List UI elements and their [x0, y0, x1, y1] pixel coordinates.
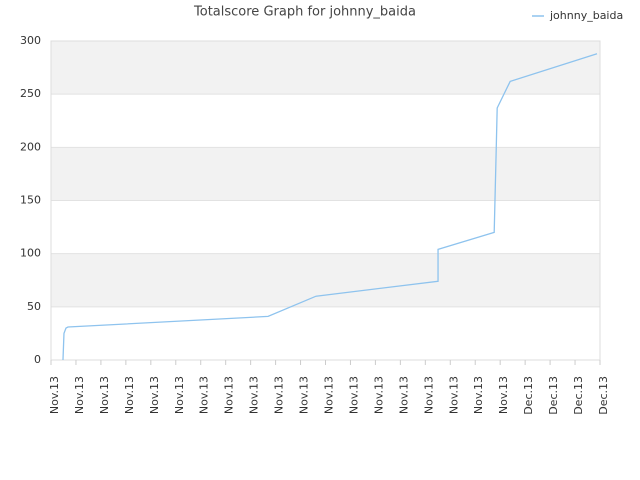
x-tick-label: Dec.13	[597, 376, 610, 415]
x-tick-label: Nov.13	[323, 376, 336, 414]
x-tick-label: Nov.13	[372, 376, 385, 414]
y-tick-label: 100	[20, 247, 41, 260]
x-tick-label: Dec.13	[547, 376, 560, 415]
x-tick-label: Nov.13	[98, 376, 111, 414]
x-tick-label: Nov.13	[273, 376, 286, 414]
x-tick-label: Dec.13	[522, 376, 535, 415]
grid-band	[51, 253, 600, 307]
x-tick-label: Nov.13	[123, 376, 136, 414]
x-tick-label: Nov.13	[48, 376, 61, 414]
x-tick-label: Nov.13	[422, 376, 435, 414]
x-tick-label: Nov.13	[148, 376, 161, 414]
x-tick-label: Nov.13	[198, 376, 211, 414]
y-tick-label: 300	[20, 34, 41, 47]
grid-band	[51, 41, 600, 95]
x-tick-label: Nov.13	[347, 376, 360, 414]
x-tick-label: Nov.13	[73, 376, 86, 414]
legend-label: johnny_baida	[549, 9, 623, 22]
x-tick-label: Nov.13	[248, 376, 261, 414]
x-tick-label: Nov.13	[472, 376, 485, 414]
line	[62, 53, 598, 361]
chart-title: Totalscore Graph for johnny_baida	[193, 5, 416, 20]
x-tick-label: Nov.13	[223, 376, 236, 414]
y-tick-label: 0	[34, 353, 41, 366]
grid-band	[51, 147, 600, 201]
y-tick-label: 150	[20, 194, 41, 207]
x-tick-label: Nov.13	[298, 376, 311, 414]
x-tick-label: Nov.13	[397, 376, 410, 414]
x-tick-label: Dec.13	[572, 376, 585, 415]
x-tick-label: Nov.13	[447, 376, 460, 414]
y-tick-label: 50	[27, 300, 41, 313]
x-tick-label: Nov.13	[497, 376, 510, 414]
y-tick-label: 200	[20, 140, 41, 153]
x-tick-label: Nov.13	[173, 376, 186, 414]
y-tick-label: 250	[20, 87, 41, 100]
